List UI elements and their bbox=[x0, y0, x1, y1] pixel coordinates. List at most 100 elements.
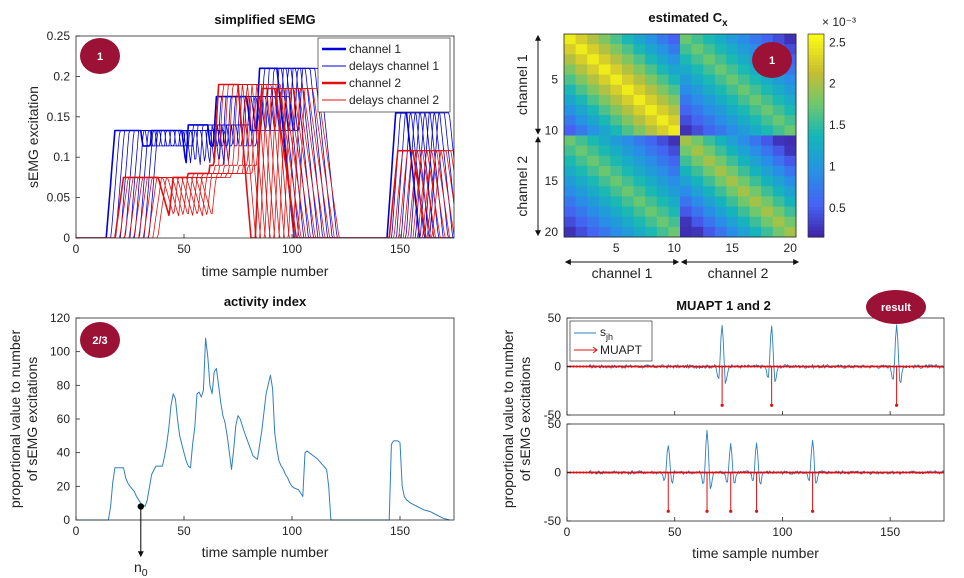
cx-cell bbox=[622, 216, 635, 228]
cx-cell bbox=[633, 176, 646, 187]
muapt-zero-marker bbox=[885, 471, 889, 474]
muapt-stem-head bbox=[770, 403, 774, 407]
muapt-zero-marker bbox=[672, 365, 675, 368]
cx-cell bbox=[714, 105, 727, 116]
cx-title: estimated Cx bbox=[648, 10, 728, 29]
cx-cell bbox=[587, 125, 600, 136]
x-tick-label: 50 bbox=[177, 524, 191, 538]
cx-cell bbox=[784, 115, 797, 126]
cx-cell bbox=[668, 84, 681, 96]
cx-cell bbox=[703, 125, 716, 136]
cx-cell bbox=[703, 135, 716, 147]
muapt-zero-marker bbox=[940, 365, 943, 368]
cx-cell bbox=[645, 115, 658, 126]
cx-cell bbox=[749, 176, 762, 187]
muapt-zero-marker bbox=[908, 365, 911, 368]
muapt-zero-marker bbox=[763, 365, 766, 368]
channel2-group-label: channel 2 bbox=[514, 156, 530, 217]
muapt-zero-marker bbox=[801, 365, 804, 368]
cx-cell bbox=[575, 125, 588, 136]
muapt-ylabel-2: of sEMG excitations bbox=[517, 357, 533, 482]
cx-cell bbox=[784, 84, 797, 96]
cx-cell bbox=[726, 206, 739, 218]
cx-cell bbox=[668, 125, 681, 136]
cx-cell bbox=[738, 165, 751, 177]
cx-cell bbox=[645, 206, 658, 218]
cx-cell bbox=[668, 115, 681, 126]
cx-cell bbox=[564, 186, 577, 197]
muapt-zero-marker bbox=[927, 365, 931, 368]
muapt-zero-marker bbox=[772, 471, 775, 474]
cx-cell bbox=[714, 176, 727, 187]
colorbar-segment bbox=[808, 145, 824, 150]
cx-cell bbox=[598, 176, 611, 187]
muapt-zero-marker bbox=[914, 471, 918, 474]
y-tick-label: -50 bbox=[544, 408, 562, 422]
cx-cell bbox=[610, 115, 623, 126]
cx-cell bbox=[691, 176, 704, 187]
cx-cell bbox=[680, 216, 693, 228]
cx-cell bbox=[749, 115, 762, 126]
cx-cell bbox=[610, 155, 623, 167]
cx-cell bbox=[726, 176, 739, 187]
cx-cell bbox=[633, 54, 646, 65]
colorbar-segment bbox=[808, 125, 824, 130]
cx-cell bbox=[784, 186, 797, 197]
cx-cell bbox=[680, 135, 693, 147]
muapt-zero-marker bbox=[905, 365, 908, 368]
cx-cell bbox=[622, 145, 635, 157]
cx-cell bbox=[564, 84, 577, 96]
activity-ylabel-2: of sEMG excitations bbox=[24, 357, 40, 482]
cx-cell bbox=[726, 105, 739, 116]
y-tick-label: 0 bbox=[554, 466, 561, 480]
cx-cell bbox=[587, 186, 600, 197]
colorbar-segment bbox=[808, 40, 824, 45]
cx-cell bbox=[772, 115, 785, 126]
muapt-zero-marker bbox=[666, 365, 669, 368]
cx-cell bbox=[575, 94, 588, 106]
muapt-zero-marker bbox=[798, 471, 801, 474]
muapt-zero-marker bbox=[630, 471, 633, 474]
muapt-zero-marker bbox=[679, 471, 682, 474]
cx-cell bbox=[633, 135, 646, 147]
muapt-zero-marker bbox=[708, 365, 711, 368]
cx-cell bbox=[564, 64, 577, 76]
muapt-title: MUAPT 1 and 2 bbox=[676, 298, 771, 313]
cx-cell bbox=[564, 176, 577, 187]
muapt-zero-marker bbox=[817, 471, 821, 474]
muapt-zero-marker bbox=[656, 471, 659, 474]
cx-cell bbox=[656, 115, 669, 126]
legend-entry-sjh: sjh bbox=[600, 325, 613, 342]
activity-xlabel: time sample number bbox=[202, 544, 329, 560]
cx-cell bbox=[668, 176, 681, 187]
cx-cell bbox=[680, 74, 693, 86]
cx-cell bbox=[622, 155, 635, 167]
muapt-zero-marker bbox=[646, 365, 649, 368]
muapt-zero-marker bbox=[756, 471, 759, 474]
cx-cell bbox=[587, 34, 600, 45]
cx-cell bbox=[622, 64, 635, 76]
cx-cell bbox=[714, 155, 727, 167]
cx-x-tick-label: 5 bbox=[613, 241, 620, 255]
cx-cell bbox=[784, 216, 797, 228]
y-tick-label: 0 bbox=[554, 360, 561, 374]
muapt-zero-marker bbox=[737, 365, 740, 368]
muapt-zero-marker bbox=[824, 365, 827, 368]
cx-cell bbox=[714, 84, 727, 96]
muapt-zero-marker bbox=[775, 365, 779, 368]
x-tick-label: 150 bbox=[390, 242, 410, 256]
colorbar-segment bbox=[808, 182, 824, 187]
cx-y-tick-label: 20 bbox=[545, 225, 559, 239]
cx-cell bbox=[703, 44, 716, 55]
cx-cell bbox=[691, 44, 704, 55]
muapt-zero-marker bbox=[753, 471, 756, 474]
cx-cell bbox=[668, 74, 681, 86]
colorbar-segment bbox=[808, 199, 824, 204]
colorbar-segment bbox=[808, 176, 824, 181]
muapt-zero-marker bbox=[924, 365, 927, 368]
cx-cell bbox=[749, 155, 762, 167]
cx-cell bbox=[656, 165, 669, 177]
step-badge-label: 2/3 bbox=[92, 335, 107, 347]
cx-cell bbox=[610, 94, 623, 106]
muapt-zero-marker bbox=[811, 365, 814, 368]
